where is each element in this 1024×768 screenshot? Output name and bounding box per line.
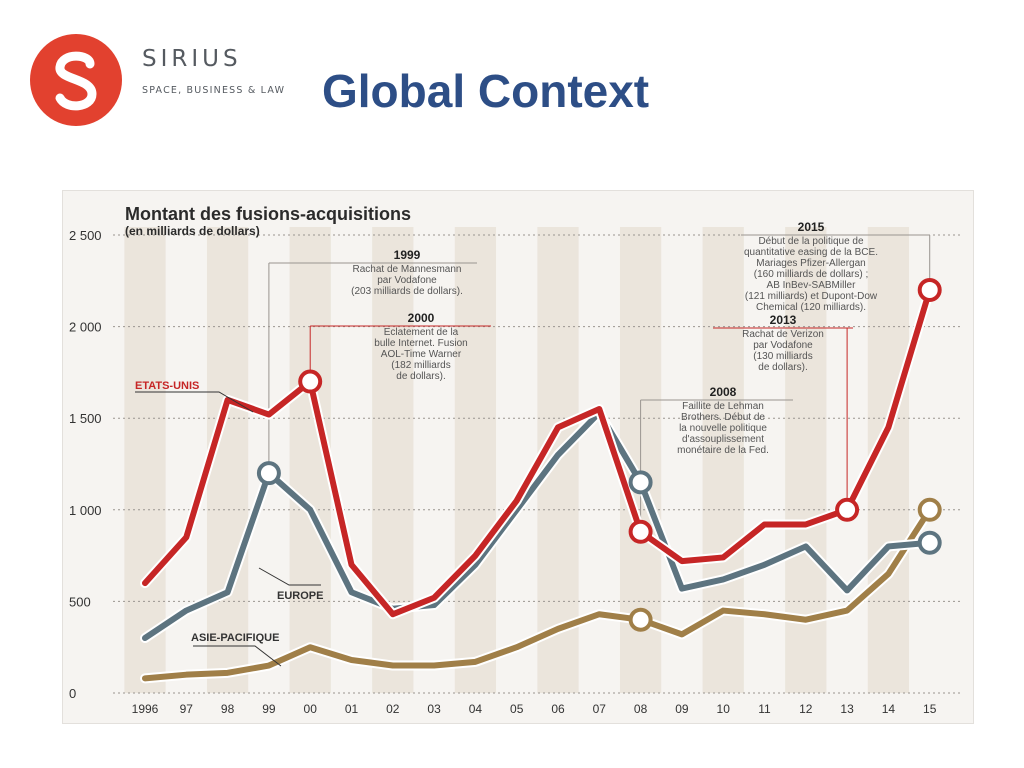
chart-subtitle: (en milliards de dollars) [125, 224, 260, 238]
y-tick-label: 2 500 [69, 228, 102, 243]
column-stripe [454, 227, 497, 693]
annotation-text: Brothers. Début de [681, 412, 765, 423]
annotation-text: d'assouplissement [682, 434, 764, 445]
annotation-text: de dollars). [396, 371, 445, 382]
annotation-text: (203 milliards de dollars). [351, 286, 463, 297]
data-point-marker [298, 369, 323, 394]
y-tick-label: 2 000 [69, 320, 102, 335]
annotation-year: 2013 [770, 313, 797, 327]
annotation-year: 2015 [798, 220, 825, 234]
x-tick-label: 10 [717, 702, 731, 716]
data-point-marker [628, 470, 653, 495]
series-line-etats-unis [142, 286, 933, 618]
annotation-text: Mariages Pfizer-Allergan [756, 258, 866, 269]
x-tick-label: 98 [221, 702, 235, 716]
series-labels: ETATS-UNIS EUROPE ASIE-PACIFIQUE [135, 380, 323, 667]
y-tick-label: 0 [69, 686, 76, 701]
data-point-marker [835, 497, 860, 522]
sirius-logo-icon [30, 34, 122, 126]
annotation-text: par Vodafone [753, 340, 813, 351]
x-tick-label: 99 [262, 702, 276, 716]
chart-container: 0 500 1 000 1 500 2 000 2 500 1996 97 98 99 00 01 0… [62, 190, 974, 724]
x-tick-label: 02 [386, 702, 400, 716]
x-tick-label: 11 [758, 702, 771, 716]
annotation-text: quantitative easing de la BCE. [744, 247, 878, 258]
data-point-marker [628, 519, 653, 544]
x-tick-label: 97 [180, 702, 194, 716]
annotation-text: Faillite de Lehman [682, 401, 764, 412]
annotation-text: (160 milliards de dollars) ; [754, 269, 869, 280]
series-label: EUROPE [277, 590, 323, 602]
annotation-text: (130 milliards [753, 351, 812, 362]
annotation-year: 2008 [710, 385, 737, 399]
annotation-text: par Vodafone [377, 275, 437, 286]
y-tick-label: 1 500 [69, 411, 102, 426]
x-tick-label: 05 [510, 702, 524, 716]
x-axis-ticks: 1996 97 98 99 00 01 02 03 04 05 06 07 08 09 10 11 12 13 14… [132, 702, 937, 716]
x-tick-label: 15 [923, 702, 937, 716]
series-markers [256, 277, 942, 632]
data-point-marker [628, 607, 653, 632]
annotation-text: de dollars). [758, 362, 807, 373]
annotation-text: Début de la politique de [758, 236, 864, 247]
x-tick-label: 1996 [132, 702, 159, 716]
annotation-year: 2000 [408, 311, 435, 325]
data-point-marker [917, 530, 942, 555]
annotation-text: la nouvelle politique [679, 423, 767, 434]
x-tick-label: 08 [634, 702, 648, 716]
series-label: ASIE-PACIFIQUE [191, 632, 279, 644]
annotation-text: AB InBev-SABMiller [767, 280, 857, 291]
annotation-text: monétaire de la Fed. [677, 445, 769, 456]
x-tick-label: 07 [593, 702, 607, 716]
x-tick-label: 14 [882, 702, 896, 716]
brand-tagline: SPACE, BUSINESS & LAW [142, 85, 286, 96]
series-label: ETATS-UNIS [135, 380, 199, 392]
mergers-acquisitions-chart: 0 500 1 000 1 500 2 000 2 500 1996 97 98 99 00 01 0… [69, 204, 963, 716]
y-axis-ticks: 0 500 1 000 1 500 2 000 2 500 [69, 228, 102, 701]
x-tick-label: 12 [799, 702, 813, 716]
series-label-leader [258, 567, 321, 586]
x-tick-label: 04 [469, 702, 483, 716]
annotation-year: 1999 [394, 248, 421, 262]
y-tick-label: 1 000 [69, 503, 102, 518]
annotation-text: Rachat de Verizon [742, 329, 824, 340]
annotation-text: (182 milliards [391, 360, 450, 371]
data-point-marker [917, 497, 942, 522]
y-tick-label: 500 [69, 594, 91, 609]
data-point-marker [256, 461, 281, 486]
annotation-text: bulle Internet. Fusion [374, 338, 467, 349]
series-label-leader [193, 645, 282, 667]
x-tick-label: 01 [345, 702, 359, 716]
annotation-text: AOL-Time Warner [381, 349, 462, 360]
chart-title: Montant des fusions-acquisitions [125, 204, 411, 224]
brand-name: SIRIUS [142, 46, 242, 72]
series-label-leader [135, 391, 254, 413]
annotation-text: Rachat de Mannesmann [353, 264, 462, 275]
column-stripe [124, 227, 166, 693]
page-title: Global Context [322, 65, 650, 117]
annotation-text: Eclatement de la [384, 327, 459, 338]
annotation-text: Chemical (120 milliards). [756, 302, 866, 313]
x-tick-label: 09 [675, 702, 689, 716]
gridlines [113, 234, 963, 694]
annotation-text: (121 milliards) et Dupont-Dow [745, 291, 878, 302]
x-tick-label: 06 [551, 702, 565, 716]
x-tick-label: 00 [304, 702, 318, 716]
x-tick-label: 13 [840, 702, 854, 716]
data-point-marker [917, 277, 942, 302]
x-tick-label: 03 [427, 702, 441, 716]
brand-block: SIRIUS SPACE, BUSINESS & LAW [30, 34, 290, 130]
